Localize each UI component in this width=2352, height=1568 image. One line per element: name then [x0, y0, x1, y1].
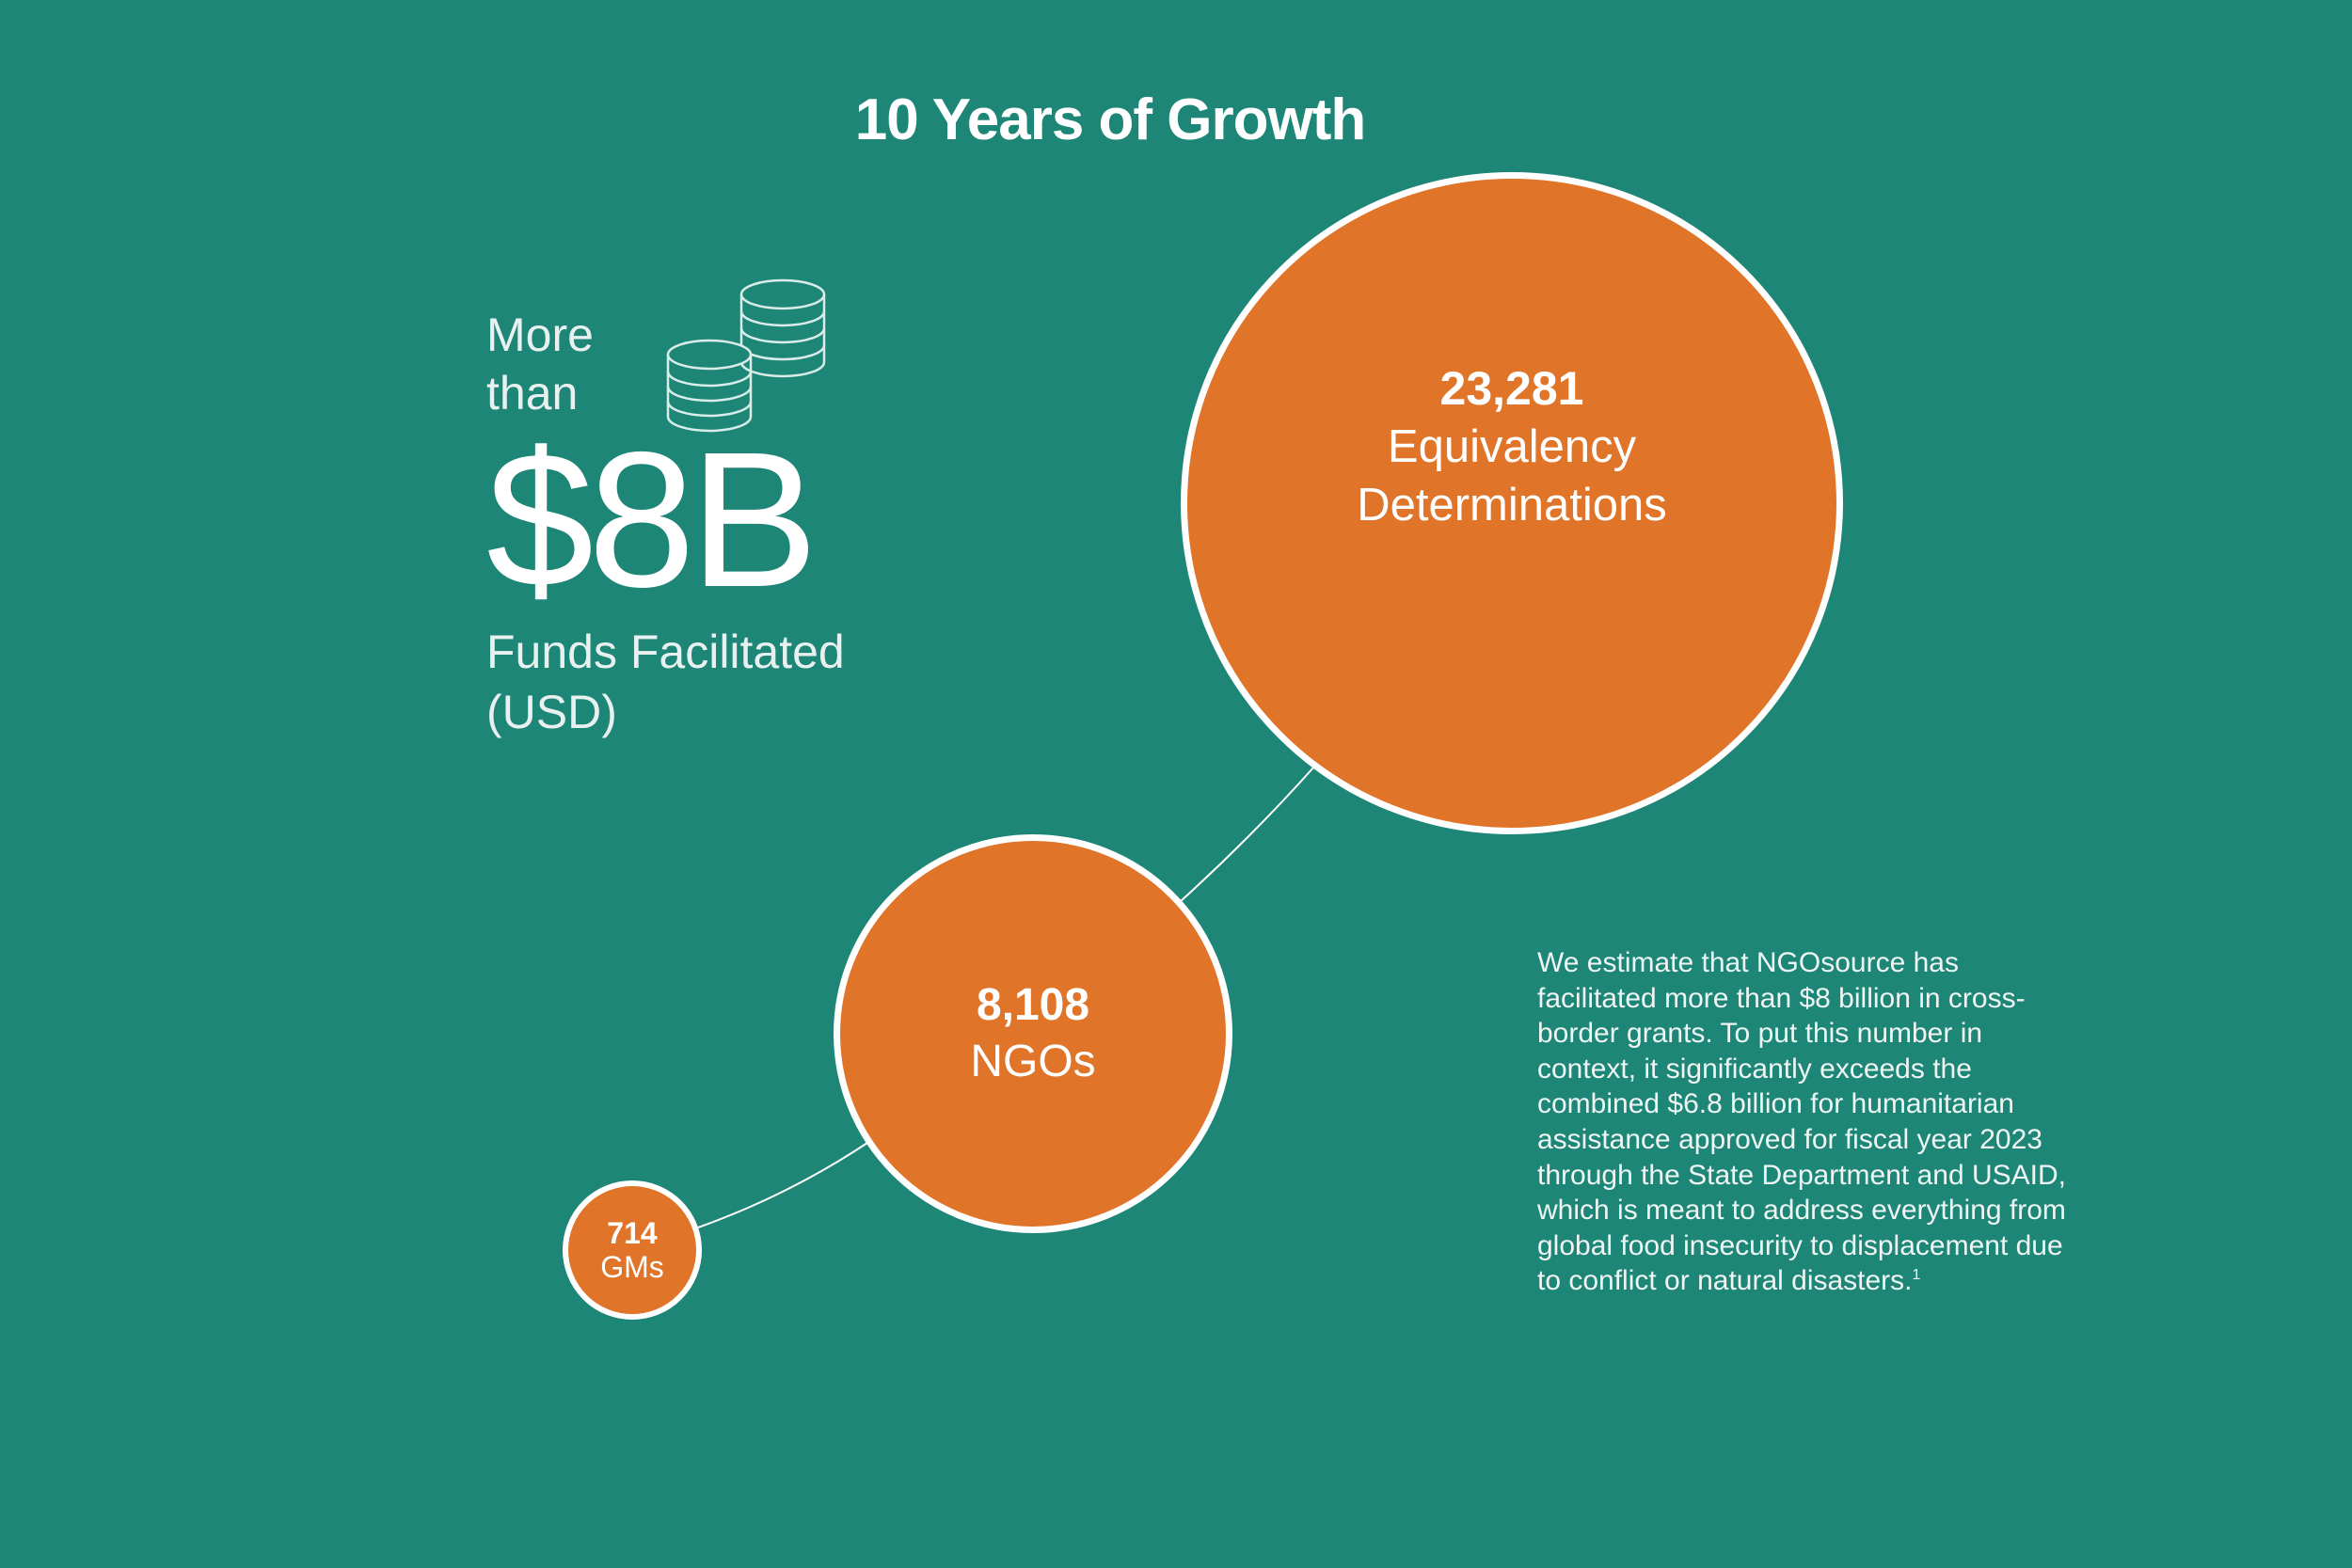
bubble-value: 23,281	[1439, 362, 1584, 415]
funds-prefix: More than	[486, 309, 594, 420]
funds-amount: $8B	[486, 412, 818, 627]
bubble-gms: 714 GMs	[563, 1180, 702, 1320]
bubble-value: 8,108	[976, 980, 1090, 1030]
coins-icon	[666, 278, 826, 433]
connector-large-to-medium	[1180, 766, 1315, 902]
funds-facilitated: More than $8B Funds Facilitated (USD)	[486, 306, 976, 742]
bubble-label: Equivalency Determinations	[1357, 421, 1667, 531]
bubble-label: NGOs	[970, 1037, 1096, 1086]
bubble-label: GMs	[600, 1250, 664, 1284]
bubble-value: 714	[607, 1216, 658, 1250]
footnote-marker: 1	[1912, 1267, 1921, 1284]
page-title: 10 Years of Growth	[854, 87, 1367, 152]
bubble-ngos: 8,108 NGOs	[834, 834, 1232, 1233]
connector-medium-to-small	[697, 1140, 871, 1228]
description-paragraph: We estimate that NGOsource has facilitat…	[1537, 945, 2074, 1299]
funds-label: Funds Facilitated (USD)	[486, 626, 845, 738]
bubble-equivalency-determinations: 23,281 Equivalency Determinations	[1181, 172, 1843, 834]
description-text: We estimate that NGOsource has facilitat…	[1537, 947, 2066, 1297]
